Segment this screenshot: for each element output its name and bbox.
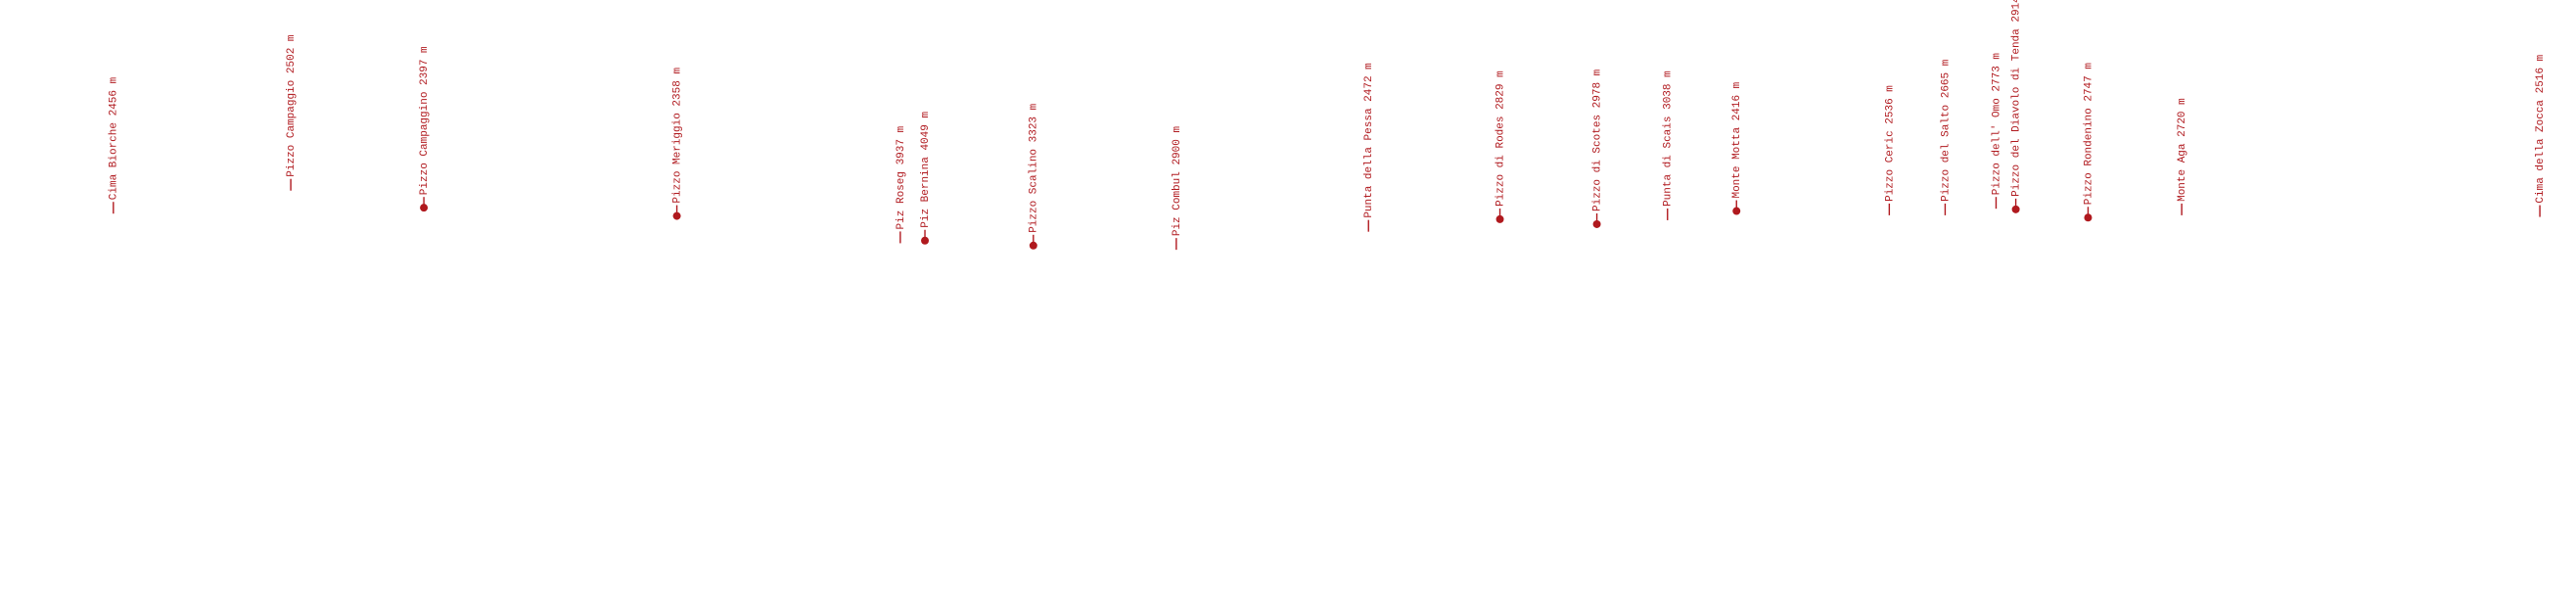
peak-label: Cima della Zocca 2516 m (2535, 54, 2547, 203)
peak-label: Punta di Scais 3038 m (1663, 70, 1675, 207)
peak-marker (672, 211, 681, 220)
peak-label: Piz Bernina 4049 m (920, 112, 932, 228)
peak-label: Monte Aga 2720 m (2177, 98, 2188, 202)
peak-marker (2011, 205, 2020, 213)
peak-label: Pizzo Scalino 3323 m (1029, 103, 1040, 232)
peak-label: Pizzo del Diavolo di Tenda 2914 m (2011, 0, 2023, 197)
peak-marker (921, 236, 930, 245)
peak-label: Pizzo Meriggio 2358 m (671, 68, 683, 204)
peak-marker (1029, 241, 1037, 250)
peak-label: Pizzo di Scotes 2978 m (1591, 69, 1603, 211)
peak-label: Pizzo del Salto 2665 m (1940, 59, 1952, 202)
peak-marker (1732, 207, 1741, 215)
peak-label: Pizzo Campaggio 2502 m (286, 34, 298, 177)
peak-marker (1592, 219, 1601, 228)
peak-label: Cima Biorche 2456 m (109, 76, 120, 200)
peak-label: Pizzo Rondenino 2747 m (2083, 63, 2094, 206)
peak-label: Piz Roseg 3937 m (896, 125, 907, 229)
peak-label: Monte Motta 2416 m (1731, 81, 1743, 198)
peak-label: Punta della Pessa 2472 m (1363, 63, 1375, 218)
peak-marker (420, 204, 429, 212)
peak-marker (2084, 213, 2093, 222)
peak-label: Piz Combul 2900 m (1172, 126, 1183, 237)
peak-label: Pizzo di Rodes 2829 m (1495, 70, 1506, 207)
peak-marker (1495, 214, 1504, 223)
peak-label: Pizzo dell' Omo 2773 m (1991, 53, 2002, 196)
peak-label: Pizzo Campaggino 2397 m (419, 46, 431, 195)
peak-label: Pizzo Ceric 2536 m (1884, 85, 1896, 202)
